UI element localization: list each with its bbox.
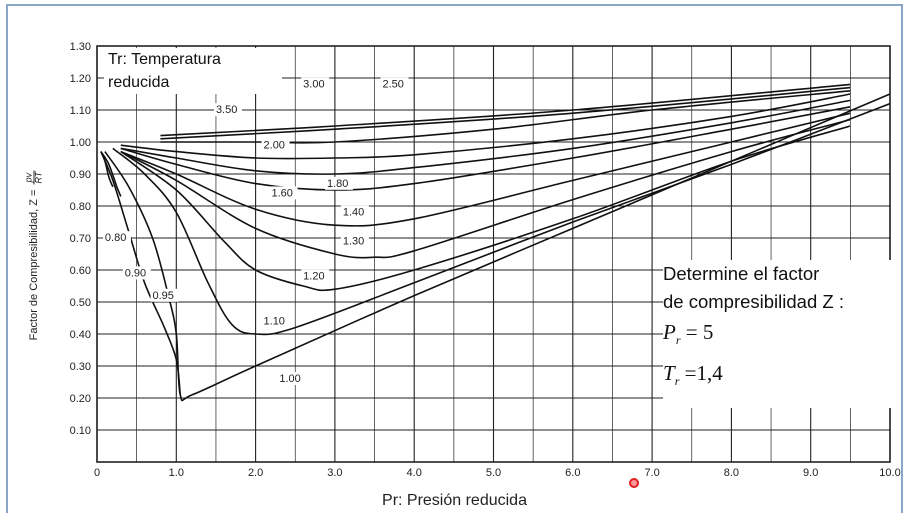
- curve-label-bg: [213, 103, 242, 117]
- x-tick-label: 8.0: [724, 467, 739, 479]
- series-line-tr-2-50: [160, 90, 851, 144]
- slide-frame: [6, 4, 903, 513]
- x-tick-label: 2.0: [248, 467, 263, 479]
- curve-label-bg: [277, 372, 306, 385]
- series-line-tr-0-80: [100, 151, 114, 188]
- series-line-tr-1-30: [120, 118, 851, 259]
- tr-value: =1,4: [684, 361, 723, 386]
- curve-label-bg: [122, 266, 151, 280]
- y-axis-label: Factor de Compresibilidad, Z = pv RT: [24, 126, 44, 386]
- curve-label-bg: [269, 186, 298, 200]
- tr-subscript: r: [674, 374, 680, 389]
- x-tick-label: 10.0: [879, 467, 900, 479]
- x-tick-label: 4.0: [407, 467, 422, 479]
- given-pr: Pr = 5: [663, 316, 895, 357]
- pr-symbol: P: [663, 320, 676, 344]
- curve-label-bg: [324, 176, 353, 190]
- fraction-denominator: RT: [33, 171, 44, 184]
- curve-label: 0.80: [105, 232, 126, 244]
- curve-label: 1.00: [279, 373, 300, 385]
- curve-label: 0.90: [125, 267, 146, 279]
- series-line-tr-3-50: [160, 83, 851, 137]
- series-line-tr-1-40: [120, 112, 851, 227]
- chart-curves: [100, 83, 891, 402]
- legend-title: Tr: Temperatura reducida: [104, 48, 282, 94]
- curve-label: 1.30: [343, 235, 364, 247]
- question-box: Determine el factor de compresibilidad Z…: [663, 260, 895, 408]
- series-line-tr-1-20: [120, 125, 851, 292]
- y-axis-fraction: pv RT: [24, 170, 44, 185]
- series-line-tr-1-80: [120, 99, 851, 175]
- question-line-2: de compresibilidad Z :: [663, 291, 844, 312]
- x-tick-label: 5.0: [486, 467, 501, 479]
- y-tick-label: 0.10: [70, 425, 91, 437]
- pointer-cursor-icon: [629, 478, 639, 488]
- x-tick-label: 1.0: [169, 467, 184, 479]
- y-tick-label: 1.10: [70, 105, 91, 117]
- curve-label: 1.60: [271, 187, 292, 199]
- y-tick-label: 1.00: [70, 137, 91, 149]
- curve-label-bg: [150, 288, 179, 302]
- curve-label: 1.10: [264, 315, 285, 327]
- y-tick-label: 0.50: [70, 297, 91, 309]
- curve-label: 2.00: [264, 139, 285, 151]
- curve-label: 1.40: [343, 207, 364, 219]
- series-line-tr-3-00: [160, 86, 851, 140]
- x-tick-label: 6.0: [565, 467, 580, 479]
- x-axis-label: Pr: Presión reducida: [382, 492, 527, 509]
- series-line-tr-0-90: [100, 151, 122, 197]
- x-tick-label: 7.0: [644, 467, 659, 479]
- x-tick-labels: 0 1.0 2.0 3.0 4.0 5.0 6.0 7.0 8.0 9.0 10.0: [94, 467, 901, 479]
- series-line-tr-1-60: [120, 106, 851, 191]
- given-tr: Tr =1,4: [663, 357, 895, 398]
- x-tick-label: 0: [94, 467, 100, 479]
- y-tick-label: 0.90: [70, 169, 91, 181]
- x-tick-label: 9.0: [803, 467, 818, 479]
- pr-value: = 5: [685, 320, 714, 344]
- curve-label: 0.95: [153, 290, 174, 302]
- series-line-tr-1-00: [104, 93, 891, 402]
- plot-frame: [96, 45, 891, 463]
- pr-subscript: r: [675, 333, 681, 348]
- curve-label-bg: [261, 138, 290, 152]
- series-line-tr-2-00: [120, 93, 851, 160]
- curve-label-bg: [301, 269, 330, 283]
- curve-label-bg: [102, 231, 131, 245]
- y-tick-label: 0.20: [70, 393, 91, 405]
- y-tick-label: 1.30: [70, 41, 91, 53]
- y-tick-label: 0.70: [70, 233, 91, 245]
- curve-labels: 3.50 3.00 2.50 2.00 1.80 1.60 1.40 1.30 1.20 1.10…: [102, 77, 409, 385]
- series-line-tr-1-10: [112, 102, 891, 336]
- curve-label-bg: [340, 234, 369, 248]
- curve-label: 1.20: [303, 271, 324, 283]
- curve-label: 1.80: [327, 178, 348, 190]
- y-tick-labels: 0.10 0.20 0.30 0.40 0.50 0.60 0.70 0.80 0.90 1.00…: [70, 41, 91, 437]
- y-tick-label: 0.40: [70, 329, 91, 341]
- curve-label-bg: [261, 314, 290, 328]
- y-tick-label: 1.20: [70, 73, 91, 85]
- y-tick-label: 0.60: [70, 265, 91, 277]
- series-line-tr-0-95: [100, 151, 182, 395]
- x-tick-label: 3.0: [327, 467, 342, 479]
- curve-label: 3.00: [303, 79, 324, 91]
- curve-label: 2.50: [382, 79, 403, 91]
- y-axis-label-text: Factor de Compresibilidad, Z =: [27, 189, 40, 341]
- curve-label-bg: [340, 205, 369, 219]
- tr-symbol: T: [663, 361, 675, 386]
- curve-label-bg: [301, 77, 330, 91]
- question-line-1: Determine el factor: [663, 263, 820, 284]
- y-tick-label: 0.80: [70, 201, 91, 213]
- curve-label: 3.50: [216, 104, 237, 116]
- y-tick-label: 0.30: [70, 361, 91, 373]
- curve-label-bg: [380, 77, 409, 91]
